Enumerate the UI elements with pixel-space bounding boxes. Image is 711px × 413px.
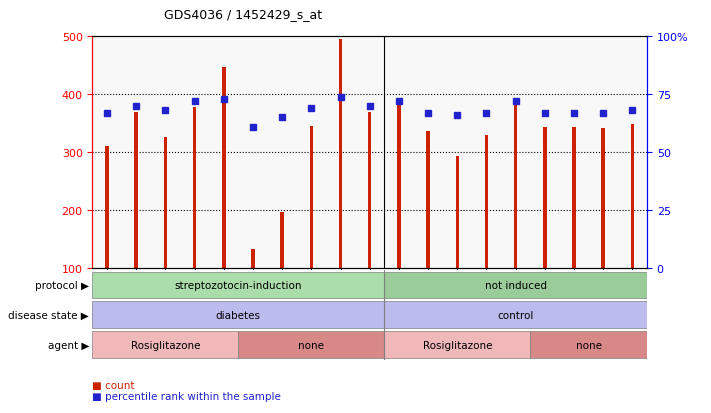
- Text: disease state ▶: disease state ▶: [8, 310, 89, 320]
- Bar: [251, 249, 255, 268]
- Bar: [397, 105, 401, 268]
- Text: Rosiglitazone: Rosiglitazone: [131, 340, 201, 350]
- Text: control: control: [498, 310, 534, 320]
- Bar: [530, 332, 647, 358]
- Text: none: none: [299, 340, 324, 350]
- Bar: [368, 112, 371, 268]
- Bar: [92, 332, 238, 358]
- Bar: [385, 272, 647, 299]
- Bar: [572, 128, 576, 268]
- Bar: [385, 332, 530, 358]
- Bar: [164, 137, 167, 268]
- Bar: [193, 108, 196, 268]
- Bar: [92, 272, 385, 299]
- Bar: [338, 40, 342, 268]
- Text: ■ percentile rank within the sample: ■ percentile rank within the sample: [92, 392, 282, 401]
- Bar: [427, 131, 430, 268]
- Bar: [92, 302, 385, 328]
- Text: not induced: not induced: [485, 280, 547, 290]
- Bar: [485, 135, 488, 268]
- Bar: [309, 126, 313, 268]
- Text: ■ count: ■ count: [92, 380, 135, 390]
- Text: protocol ▶: protocol ▶: [35, 280, 89, 290]
- Bar: [456, 157, 459, 268]
- Bar: [602, 129, 605, 268]
- Bar: [222, 68, 225, 268]
- Bar: [280, 212, 284, 268]
- Text: streptozotocin-induction: streptozotocin-induction: [175, 280, 302, 290]
- Bar: [385, 302, 647, 328]
- Text: Rosiglitazone: Rosiglitazone: [422, 340, 492, 350]
- Bar: [134, 112, 138, 268]
- Bar: [543, 128, 547, 268]
- Text: agent ▶: agent ▶: [48, 340, 89, 350]
- Text: none: none: [576, 340, 602, 350]
- Text: diabetes: diabetes: [216, 310, 261, 320]
- Bar: [238, 332, 385, 358]
- Bar: [105, 147, 109, 268]
- Text: GDS4036 / 1452429_s_at: GDS4036 / 1452429_s_at: [164, 8, 321, 21]
- Bar: [631, 125, 634, 268]
- Bar: [514, 105, 518, 268]
